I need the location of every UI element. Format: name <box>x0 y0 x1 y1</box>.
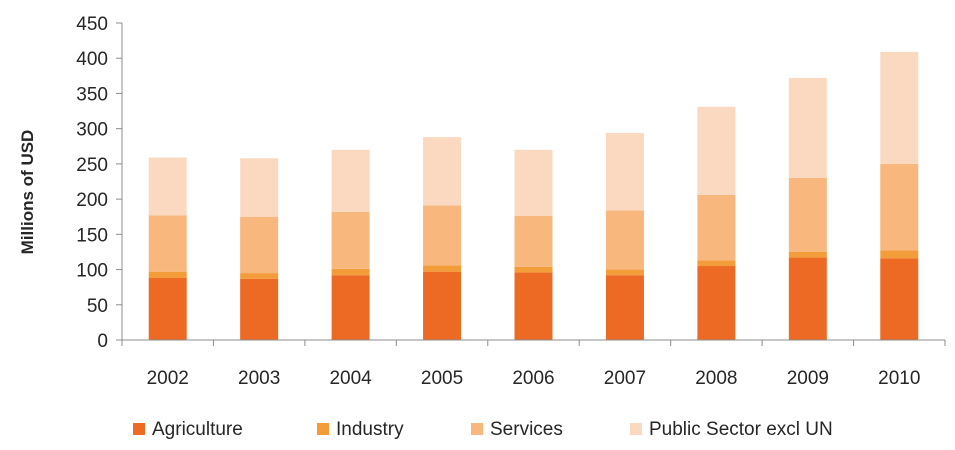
bar-segment-industry <box>605 269 644 276</box>
bar-segment-public-sector-excl-un <box>240 158 279 217</box>
bar-segment-public-sector-excl-un <box>423 137 462 206</box>
y-tick-label: 250 <box>76 155 108 176</box>
bar-segment-agriculture <box>697 266 736 340</box>
bar-segment-services <box>788 177 827 252</box>
bar-segment-public-sector-excl-un <box>331 149 370 212</box>
y-tick-label: 200 <box>76 190 108 211</box>
bar-segment-services <box>148 215 187 272</box>
bar-segment-services <box>697 194 736 261</box>
bar-segment-agriculture <box>331 275 370 340</box>
x-tick-label: 2003 <box>238 368 280 389</box>
x-axis: 2002 2003 2004 2005 2006 2007 2008 2009 2010 <box>121 339 946 389</box>
bar-segment-agriculture <box>423 271 462 340</box>
bar-segment-public-sector-excl-un <box>697 106 736 195</box>
bar-segment-agriculture <box>788 257 827 340</box>
bar-segment-public-sector-excl-un <box>605 132 644 211</box>
y-tick-label: 0 <box>97 331 108 352</box>
bars <box>148 51 919 340</box>
x-tick-label: 2010 <box>878 368 920 389</box>
bar-segment-services <box>331 211 370 269</box>
legend-label: Public Sector excl UN <box>649 419 833 440</box>
legend-label: Industry <box>336 419 404 440</box>
bar-segment-services <box>605 210 644 270</box>
y-tick-label: 300 <box>76 120 108 141</box>
bar-segment-industry <box>240 273 279 279</box>
y-tick-label: 350 <box>76 84 108 105</box>
bar-segment-industry <box>423 265 462 272</box>
x-tick-label: 2006 <box>512 368 554 389</box>
bar-segment-agriculture <box>880 258 919 340</box>
x-tick-label: 2005 <box>421 368 463 389</box>
bar-segment-services <box>514 216 553 267</box>
bar-segment-agriculture <box>514 272 553 340</box>
y-tick-label: 50 <box>87 296 108 317</box>
legend: Agriculture Industry Services Public Sector… <box>133 419 833 440</box>
x-tick-label: 2008 <box>695 368 737 389</box>
bar-segment-services <box>240 216 279 274</box>
y-axis: 0 50 100 150 200 250 300 350 400 450 <box>76 14 123 352</box>
bar-segment-agriculture <box>240 278 279 340</box>
x-tick-label: 2009 <box>787 368 829 389</box>
y-tick-label: 450 <box>76 14 108 35</box>
bar-segment-public-sector-excl-un <box>880 51 919 164</box>
legend-swatch <box>471 423 483 435</box>
bar-segment-agriculture <box>148 278 187 340</box>
x-tick-label: 2007 <box>604 368 646 389</box>
x-tick-label: 2002 <box>147 368 189 389</box>
bar-segment-industry <box>788 251 827 258</box>
bar-segment-industry <box>514 266 553 273</box>
bar-segment-services <box>880 163 919 251</box>
legend-swatch <box>317 423 329 435</box>
bar-segment-agriculture <box>605 275 644 340</box>
bar-segment-public-sector-excl-un <box>514 149 553 217</box>
bar-segment-industry <box>331 268 370 276</box>
bar-segment-public-sector-excl-un <box>148 157 187 216</box>
bar-segment-industry <box>148 271 187 279</box>
legend-swatch <box>630 423 642 435</box>
y-tick-label: 400 <box>76 49 108 70</box>
legend-label: Agriculture <box>152 419 243 440</box>
bar-segment-industry <box>880 250 919 259</box>
bar-segment-public-sector-excl-un <box>788 77 827 178</box>
legend-swatch <box>133 423 145 435</box>
y-tick-label: 150 <box>76 225 108 246</box>
y-tick-label: 100 <box>76 261 108 282</box>
bar-segment-industry <box>697 260 736 267</box>
y-axis-title: Millions of USD <box>18 130 37 255</box>
bar-segment-services <box>423 205 462 266</box>
x-tick-label: 2004 <box>329 368 372 389</box>
legend-label: Services <box>490 419 563 440</box>
